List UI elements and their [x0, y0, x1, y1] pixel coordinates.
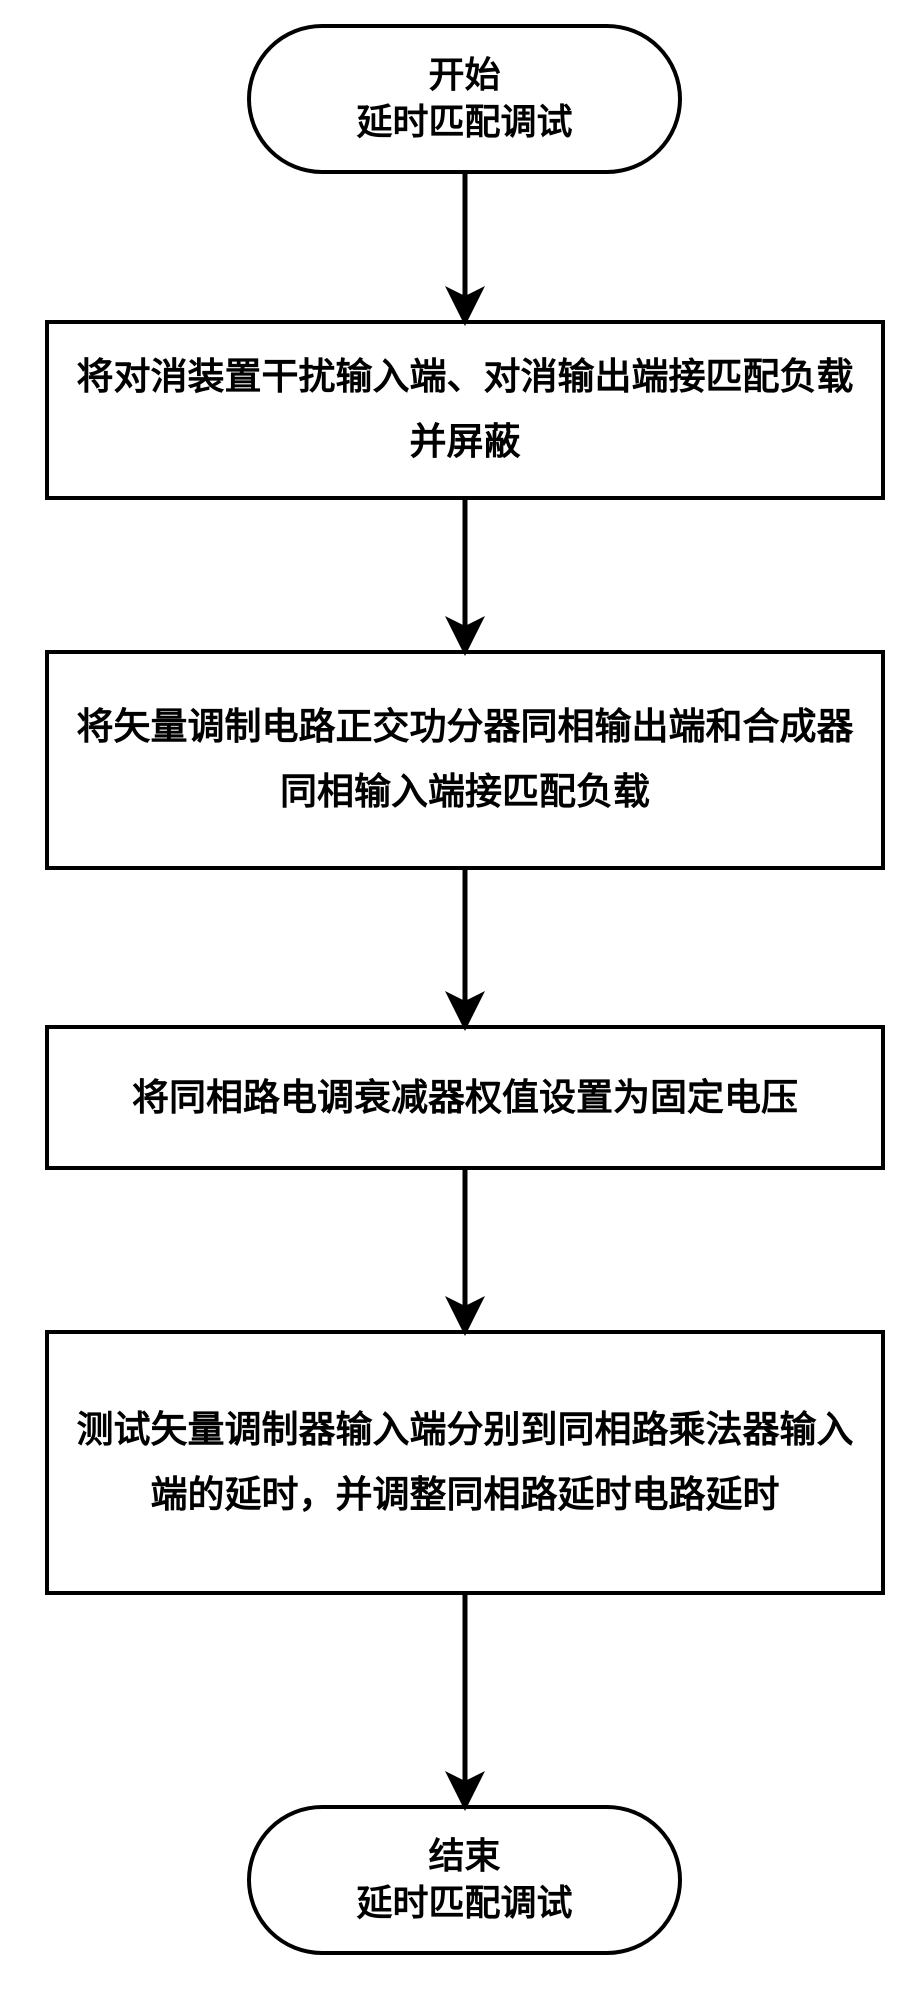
flowchart-canvas: 开始 延时匹配调试 将对消装置干扰输入端、对消输出端接匹配负载并屏蔽 将矢量调制… — [0, 0, 918, 1997]
flow-arrows — [0, 0, 918, 1997]
